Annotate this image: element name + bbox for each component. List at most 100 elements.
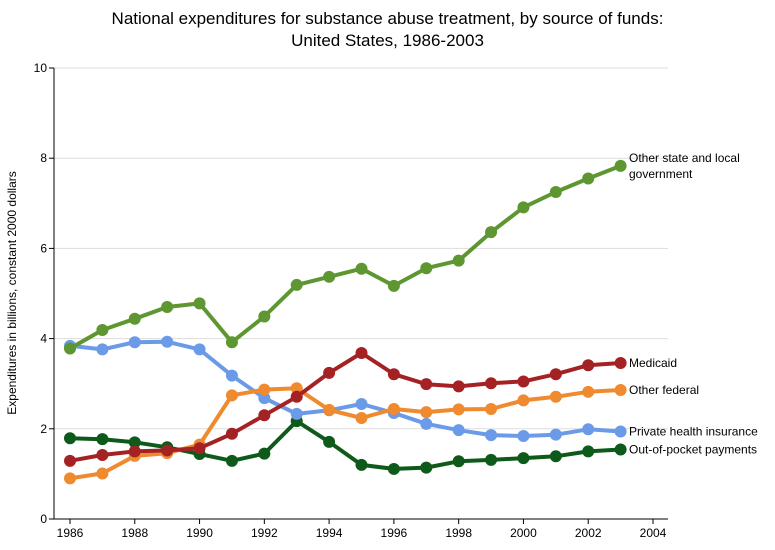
- data-point: [290, 382, 303, 395]
- data-point: [485, 429, 498, 442]
- data-point: [452, 380, 465, 393]
- data-point: [225, 389, 238, 402]
- chart-title-block: National expenditures for substance abus…: [0, 8, 775, 52]
- data-point: [193, 343, 206, 356]
- data-point: [161, 301, 174, 314]
- y-tick-label: 8: [40, 151, 47, 165]
- data-point: [323, 366, 336, 379]
- x-tick-label: 1990: [186, 526, 213, 540]
- data-point: [355, 411, 368, 424]
- x-tick-label: 1994: [316, 526, 343, 540]
- chart-subtitle: United States, 1986-2003: [291, 31, 484, 50]
- data-point: [614, 443, 627, 456]
- series-label: Other state and local government: [629, 151, 740, 181]
- axes: [49, 67, 668, 524]
- data-point: [161, 444, 174, 457]
- data-point: [582, 445, 595, 458]
- data-point: [323, 270, 336, 283]
- x-tick-label: 1996: [381, 526, 408, 540]
- x-tick-label: 1988: [121, 526, 148, 540]
- data-point: [549, 428, 562, 441]
- y-tick-label: 10: [34, 61, 48, 75]
- data-point: [258, 383, 271, 396]
- data-point: [582, 172, 595, 185]
- series-line: [69, 339, 621, 438]
- data-point: [290, 278, 303, 291]
- data-point: [128, 436, 141, 449]
- x-tick-label: 1992: [251, 526, 278, 540]
- data-point: [517, 452, 530, 465]
- data-point: [161, 335, 174, 348]
- data-point: [323, 403, 336, 416]
- data-point: [355, 347, 368, 360]
- data-point: [387, 402, 400, 415]
- data-point: [517, 430, 530, 443]
- data-point: [258, 310, 271, 323]
- data-point: [355, 458, 368, 471]
- series-group: [64, 159, 627, 485]
- data-point: [452, 455, 465, 468]
- data-point: [387, 368, 400, 381]
- data-point: [355, 397, 368, 410]
- data-point: [517, 375, 530, 388]
- gridlines: [54, 67, 668, 430]
- data-point: [452, 424, 465, 437]
- data-point: [290, 407, 303, 420]
- data-point: [452, 254, 465, 267]
- x-tick-label: 2002: [575, 526, 602, 540]
- data-point: [64, 342, 76, 355]
- data-point: [485, 377, 498, 390]
- x-tick-label: 2004: [640, 526, 667, 540]
- data-point: [258, 392, 271, 405]
- y-tick-label: 6: [40, 241, 47, 255]
- data-point: [549, 186, 562, 199]
- series-line: [69, 386, 621, 481]
- data-point: [225, 336, 238, 349]
- data-point: [64, 432, 76, 445]
- data-point: [420, 461, 433, 474]
- x-tick-label: 1998: [445, 526, 472, 540]
- series-out-of-pocket-payments: [64, 415, 627, 475]
- series-line: [69, 164, 622, 351]
- series-label: Other federal: [629, 383, 699, 397]
- y-tick-label: 4: [40, 332, 47, 346]
- data-point: [582, 385, 595, 398]
- data-point: [485, 226, 498, 239]
- data-point: [193, 297, 206, 310]
- data-point: [128, 445, 141, 458]
- data-point: [355, 262, 368, 275]
- y-tick-label: 2: [40, 422, 47, 436]
- series-line: [69, 419, 621, 471]
- y-tick-labels: 0 2 4 6 8 10: [34, 61, 48, 526]
- data-point: [485, 402, 498, 415]
- y-axis-label: Expenditures in billions, constant 2000 …: [5, 171, 19, 414]
- series-medicaid: [64, 347, 627, 467]
- data-point: [225, 454, 238, 467]
- data-point: [517, 201, 530, 214]
- data-point: [258, 409, 271, 422]
- data-point: [420, 406, 433, 419]
- data-point: [549, 390, 562, 403]
- data-point: [96, 324, 109, 337]
- data-point: [420, 378, 433, 391]
- series-labels: Other state and local government Medicaid O…: [629, 151, 758, 457]
- x-tick-label: 1986: [57, 526, 84, 540]
- data-point: [549, 450, 562, 463]
- series-private-health-insurance: [64, 335, 627, 443]
- data-point: [96, 343, 109, 356]
- x-tick-label: 2000: [510, 526, 537, 540]
- data-point: [290, 390, 303, 403]
- series-other-state-and-local-government: [64, 159, 627, 355]
- data-point: [128, 336, 141, 349]
- data-point: [225, 369, 238, 382]
- data-point: [614, 425, 627, 438]
- data-point: [96, 467, 109, 480]
- x-tick-labels: 1986 1988 1990 1992 1994 1996 1998 2000 2002 2004: [57, 526, 667, 540]
- data-point: [323, 435, 336, 448]
- data-point: [549, 368, 562, 381]
- data-point: [193, 442, 206, 455]
- series-label: Private health insurance: [629, 425, 758, 439]
- data-point: [128, 312, 141, 325]
- data-point: [517, 394, 530, 407]
